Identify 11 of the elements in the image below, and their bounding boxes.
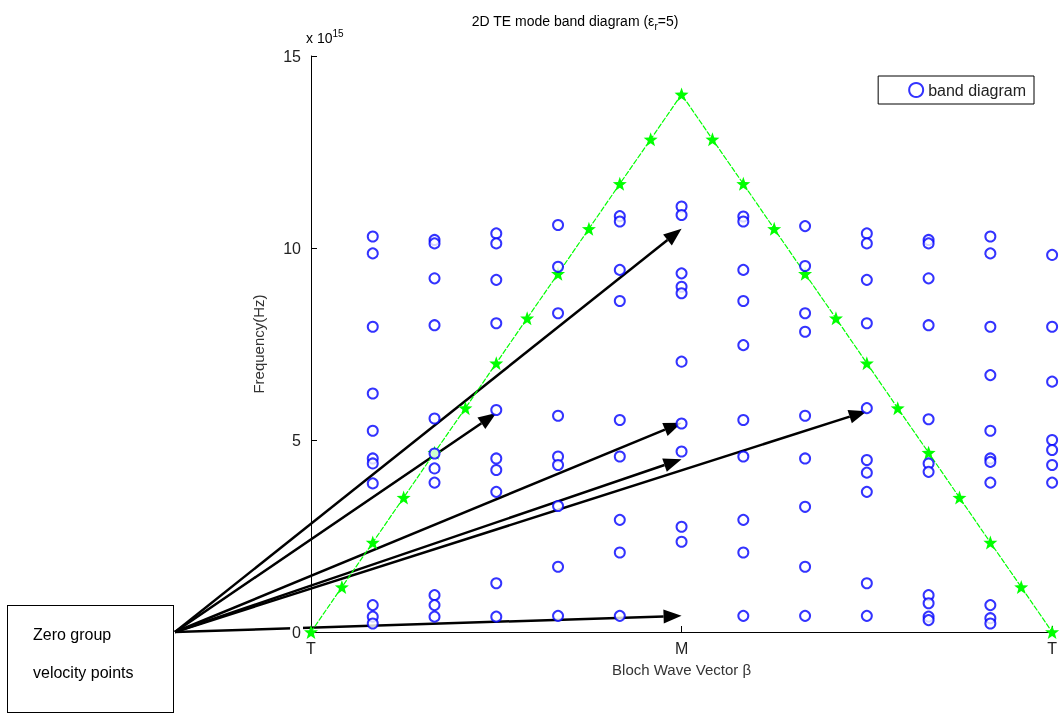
x-axis-title: Bloch Wave Vector β	[612, 661, 752, 678]
x-tick-label: M	[674, 639, 689, 657]
y-tick-label: 0	[292, 623, 302, 641]
note-box: Zero group velocity points	[7, 605, 174, 713]
x-tick-label: T	[306, 639, 317, 657]
x-tick-label: T	[1047, 639, 1058, 657]
legend-label: band diagram	[928, 81, 1026, 99]
y-axis-title: Frequency(Hz)	[250, 294, 267, 394]
y-tick-label: 15	[283, 47, 302, 65]
y-tick-label: 10	[283, 239, 302, 257]
y-tick-label: 5	[292, 431, 302, 449]
